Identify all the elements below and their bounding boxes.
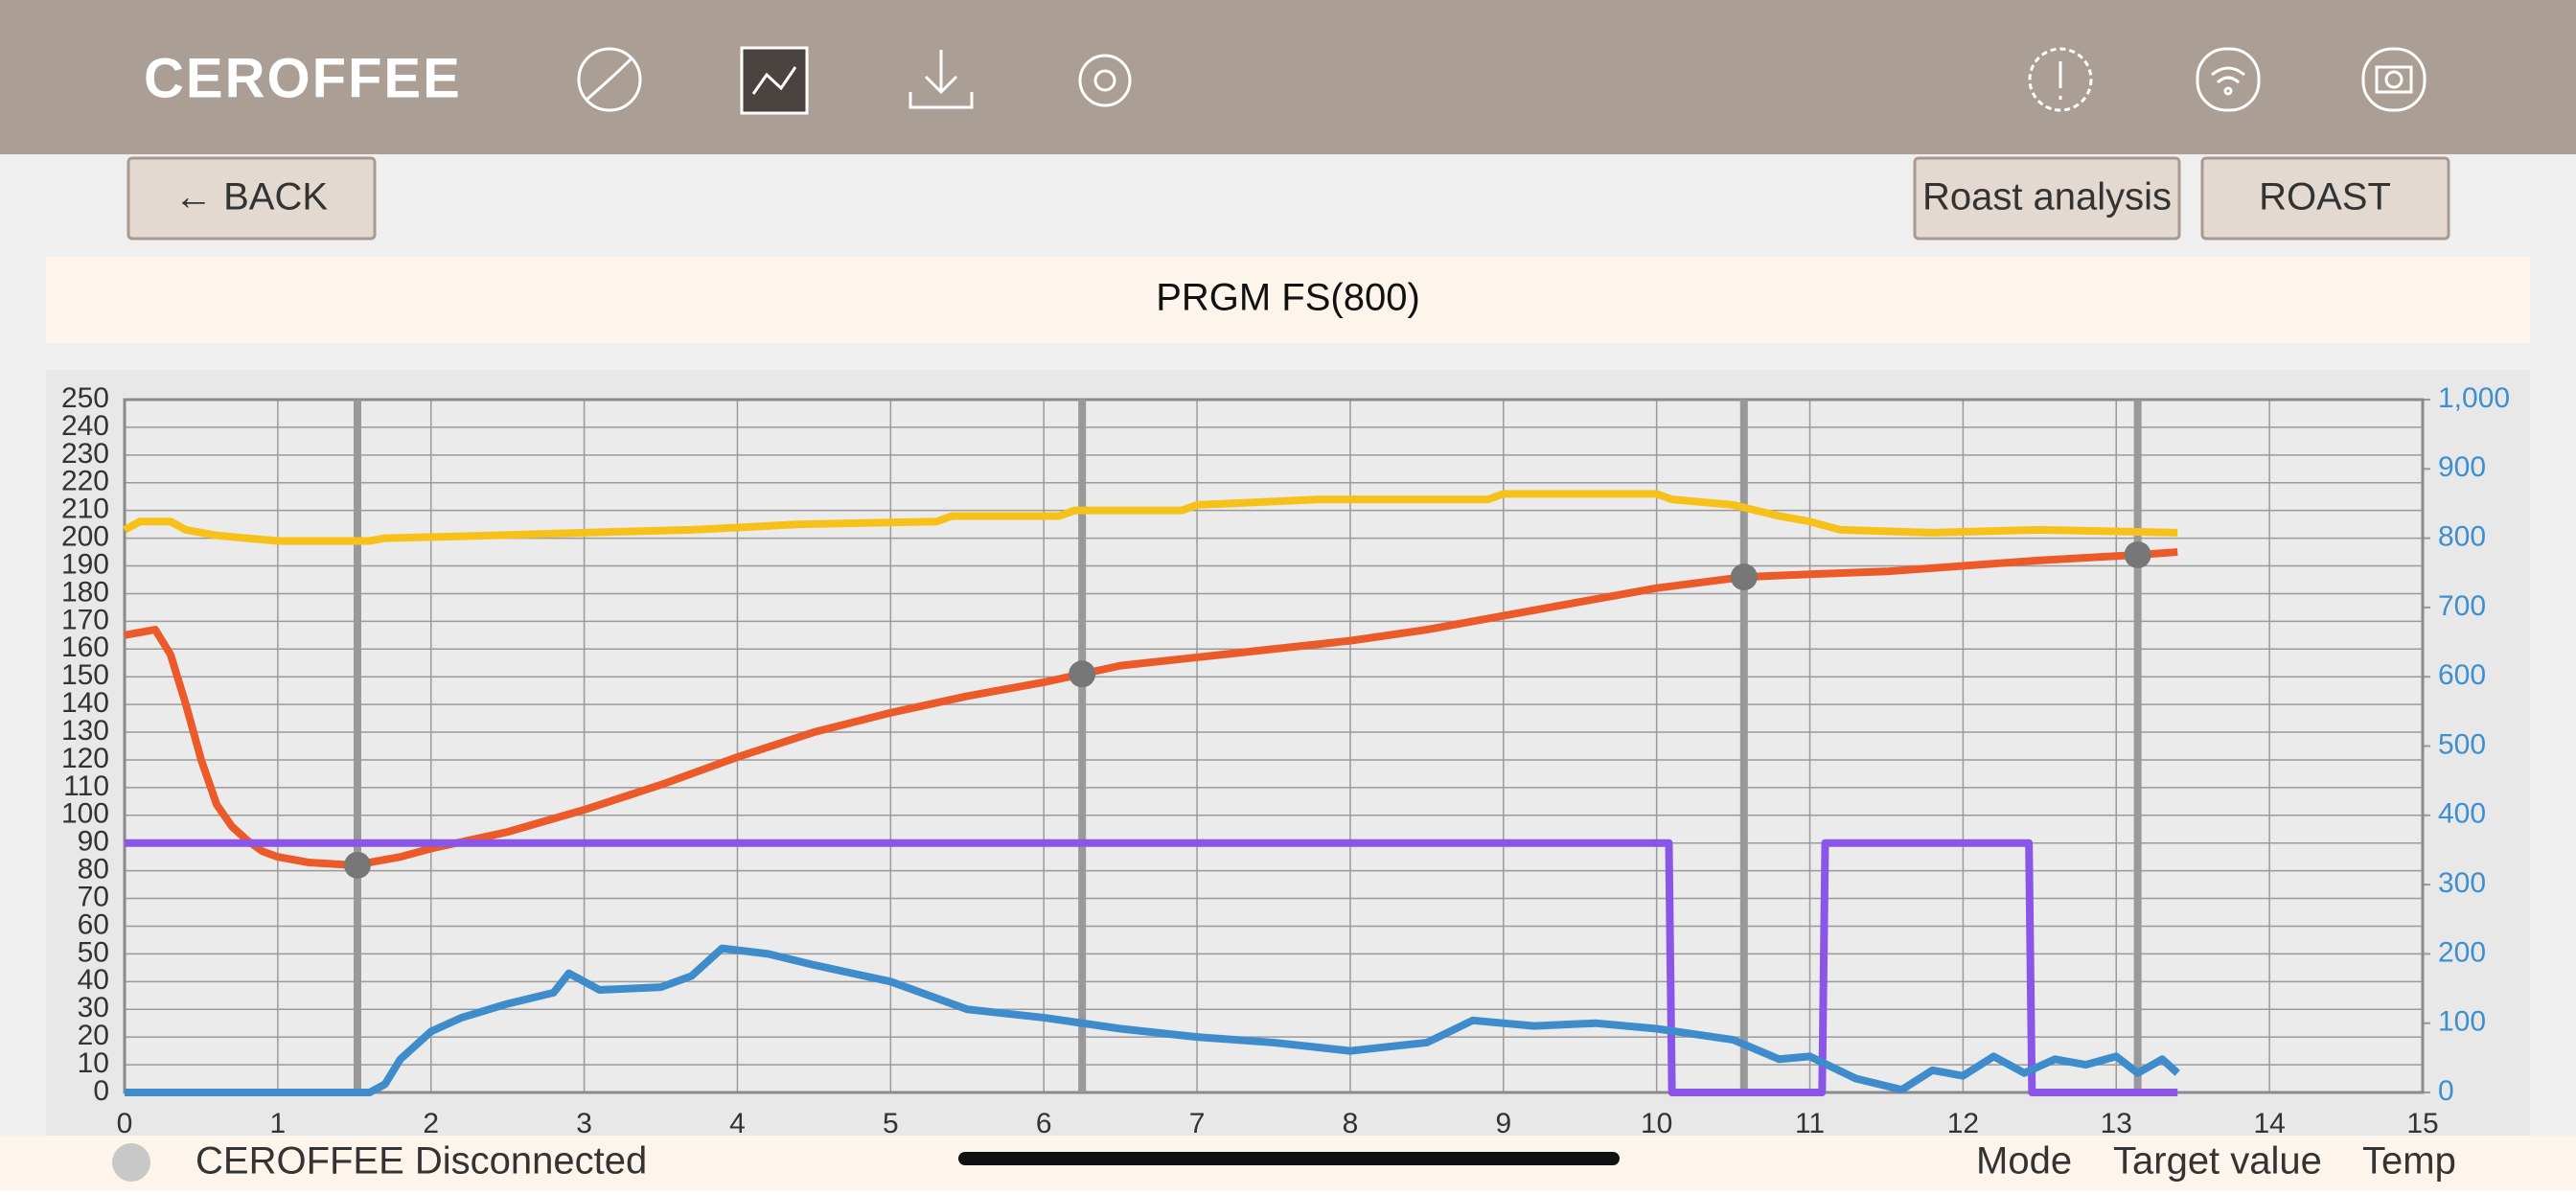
beans-icon[interactable] <box>577 47 642 112</box>
x-tick-label: 2 <box>423 1108 439 1139</box>
y-tick-label: 170 <box>61 604 109 635</box>
x-tick-label: 6 <box>1036 1108 1052 1139</box>
event-dot <box>343 851 371 879</box>
y-tick-label: 160 <box>61 632 109 663</box>
y-tick-label: 140 <box>61 687 109 719</box>
back-button-label[interactable]: ← BACK <box>174 176 328 218</box>
roast-button[interactable]: ROAST <box>2200 156 2450 241</box>
series-line <box>124 548 2178 869</box>
chart-icon-line <box>751 66 797 95</box>
x-tick-label: 15 <box>2406 1108 2438 1139</box>
x-tick-label: 12 <box>1947 1108 1979 1139</box>
connection-status: CEROFFEE Disconnected <box>196 1140 647 1183</box>
x-tick-label: 1 <box>270 1108 287 1139</box>
analysis-button-box[interactable] <box>1913 156 2181 241</box>
chart: 0102030405060708090100110120130140150160… <box>61 382 2510 1139</box>
settings-icon[interactable] <box>1078 54 1132 107</box>
y-tick-label: 150 <box>61 659 109 691</box>
logo: CEROFFEE <box>144 47 462 109</box>
status-column: Mode <box>1976 1140 2072 1183</box>
camera-icon[interactable] <box>2361 47 2426 112</box>
y-tick-label: 130 <box>61 715 109 747</box>
y-tick-label: 80 <box>78 854 109 885</box>
y-tick-label: 220 <box>61 466 109 497</box>
event-dot <box>1730 563 1758 591</box>
x-tick-label: 11 <box>1795 1108 1825 1139</box>
y-tick-label: 120 <box>61 743 109 774</box>
y-tick-label: 70 <box>78 881 109 912</box>
back-button[interactable]: ← BACK <box>126 156 377 241</box>
y2-tick-label: 900 <box>2438 451 2486 483</box>
roast-button-label[interactable]: ROAST <box>2259 176 2391 218</box>
y-tick-label: 0 <box>93 1075 109 1107</box>
back-button-box[interactable] <box>126 156 377 241</box>
wifi-icon[interactable] <box>2196 47 2261 112</box>
nav-icons <box>577 46 2426 115</box>
series-line <box>125 839 2178 1096</box>
roast-button-box[interactable] <box>2200 156 2450 241</box>
x-tick-label: 10 <box>1641 1108 1672 1139</box>
y2-tick-label: 700 <box>2438 590 2486 622</box>
y2-tick-label: 100 <box>2438 1006 2486 1038</box>
y-tick-label: 40 <box>78 964 109 996</box>
y2-tick-label: 200 <box>2438 936 2486 968</box>
y2-tick-label: 800 <box>2438 521 2486 553</box>
y-tick-label: 240 <box>61 410 109 442</box>
series-line <box>123 490 2178 545</box>
x-tick-label: 0 <box>117 1108 133 1139</box>
series-line <box>125 944 2180 1096</box>
x-tick-label: 3 <box>576 1108 592 1139</box>
download-icon[interactable] <box>908 50 974 109</box>
y-tick-label: 180 <box>61 576 109 608</box>
y2-tick-label: 600 <box>2438 659 2486 691</box>
event-dot <box>2124 540 2151 568</box>
y-tick-label: 100 <box>61 798 109 830</box>
home-indicator <box>958 1152 1620 1165</box>
y-tick-label: 90 <box>78 826 109 858</box>
x-tick-label: 13 <box>2101 1108 2132 1139</box>
y-tick-label: 230 <box>61 438 109 470</box>
plot-frame <box>123 398 2425 1094</box>
y-tick-label: 110 <box>63 770 109 802</box>
x-tick-label: 14 <box>2253 1108 2285 1139</box>
x-tick-label: 7 <box>1189 1108 1206 1139</box>
y2-tick-label: 400 <box>2438 798 2486 830</box>
y-tick-label: 190 <box>61 548 109 580</box>
y-tick-label: 250 <box>61 382 109 414</box>
y-tick-label: 60 <box>78 908 109 940</box>
y-tick-label: 10 <box>78 1047 109 1079</box>
y-tick-label: 210 <box>61 494 109 525</box>
x-tick-label: 8 <box>1343 1108 1359 1139</box>
status-icon <box>112 1143 150 1182</box>
title-bar <box>46 257 2530 343</box>
event-dot <box>1069 660 1096 688</box>
x-tick-label: 9 <box>1495 1108 1511 1139</box>
y-tick-label: 200 <box>61 521 109 553</box>
y2-tick-label: 1,000 <box>2438 382 2510 414</box>
analysis-button-label[interactable]: Roast analysis <box>1922 176 2172 218</box>
x-tick-label: 5 <box>883 1108 899 1139</box>
y-tick-label: 20 <box>78 1020 109 1051</box>
x-tick-label: 4 <box>729 1108 746 1139</box>
y-tick-label: 30 <box>78 992 109 1023</box>
y2-tick-label: 300 <box>2438 867 2486 899</box>
analysis-button[interactable]: Roast analysis <box>1913 156 2181 241</box>
program-title: PRGM FS(800) <box>1156 277 1420 319</box>
status-column: Target value <box>2113 1140 2322 1183</box>
status-column: Temp <box>2362 1140 2456 1183</box>
header-bar <box>0 0 2576 154</box>
y-tick-label: 50 <box>78 936 109 968</box>
y2-tick-label: 0 <box>2438 1075 2454 1107</box>
alert-icon[interactable] <box>2028 47 2093 112</box>
plot-area <box>125 400 2423 1092</box>
y2-tick-label: 500 <box>2438 728 2486 760</box>
